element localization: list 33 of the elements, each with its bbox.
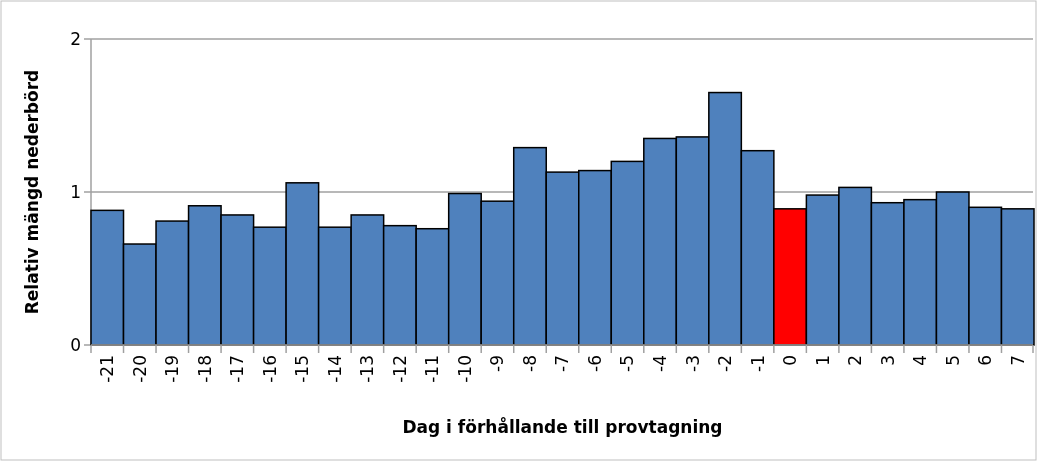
x-tick-label: -8: [519, 355, 540, 372]
x-tick-label: -7: [552, 355, 573, 372]
x-tick-label: -5: [617, 355, 638, 372]
x-tick-label: -17: [227, 355, 248, 383]
x-tick-label: -11: [422, 355, 443, 383]
x-tick-label: -15: [292, 355, 313, 383]
x-tick-label: 0: [780, 355, 801, 366]
x-tick-label: 4: [910, 355, 931, 366]
x-tick-label: -1: [747, 355, 768, 372]
x-tick-label: -12: [389, 355, 410, 383]
x-tick-label: -10: [454, 355, 475, 383]
x-tick-label: 3: [877, 355, 898, 366]
x-tick-label: -9: [487, 355, 508, 372]
y-tick-label: 1: [70, 181, 81, 202]
x-tick-label: 6: [975, 355, 996, 366]
y-tick-label: 2: [70, 28, 81, 49]
x-tick-label: -3: [682, 355, 703, 372]
x-tick-label: -4: [650, 355, 670, 372]
x-axis-title: Dag i förhållande till provtagning: [402, 416, 723, 437]
x-tick-label: -2: [715, 355, 736, 372]
x-tick-label: -19: [162, 355, 183, 383]
x-tick-label: 1: [812, 355, 833, 366]
x-tick-label: -16: [259, 355, 280, 383]
x-tick-label: -20: [129, 355, 150, 383]
x-tick-label: 2: [845, 355, 866, 366]
x-tick-label: -18: [194, 355, 215, 383]
x-tick-label: -21: [97, 355, 118, 383]
x-tick-label: -13: [357, 355, 378, 383]
x-tick-label: 5: [942, 355, 963, 366]
x-tick-label: 7: [1007, 355, 1028, 366]
x-tick-label: -6: [584, 355, 605, 372]
y-axis-title: Relativ mängd nederbörd: [22, 69, 42, 315]
x-tick-label: -14: [324, 355, 345, 383]
